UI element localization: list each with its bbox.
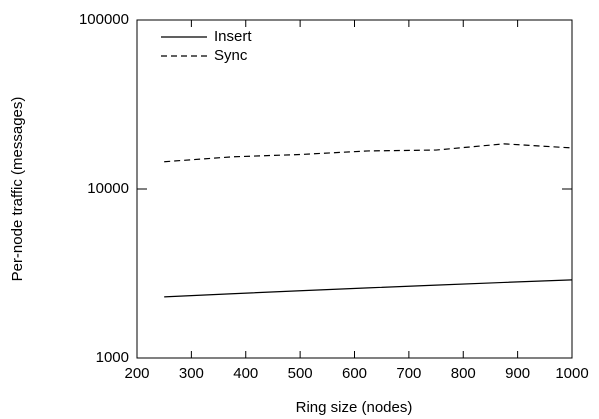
series-line	[164, 143, 573, 163]
x-tick-label: 800	[451, 365, 476, 382]
y-tick-label: 100000	[79, 11, 129, 28]
legend-label: Insert	[214, 28, 252, 45]
plot-frame	[136, 19, 573, 359]
legend-label: Sync	[214, 47, 248, 64]
y-tick-label: 1000	[96, 349, 129, 366]
x-tick-label: 600	[342, 365, 367, 382]
y-axis-label: Per-node traffic (messages)	[9, 97, 26, 282]
x-tick-label: 700	[396, 365, 421, 382]
y-tick-label: 10000	[87, 180, 129, 197]
series-line	[164, 279, 573, 298]
x-tick-label: 500	[288, 365, 313, 382]
x-axis-label: Ring size (nodes)	[296, 399, 413, 416]
x-tick-label: 1000	[555, 365, 588, 382]
x-tick-label: 200	[124, 365, 149, 382]
x-tick-label: 300	[179, 365, 204, 382]
x-tick-label: 400	[233, 365, 258, 382]
x-tick-label: 900	[505, 365, 530, 382]
